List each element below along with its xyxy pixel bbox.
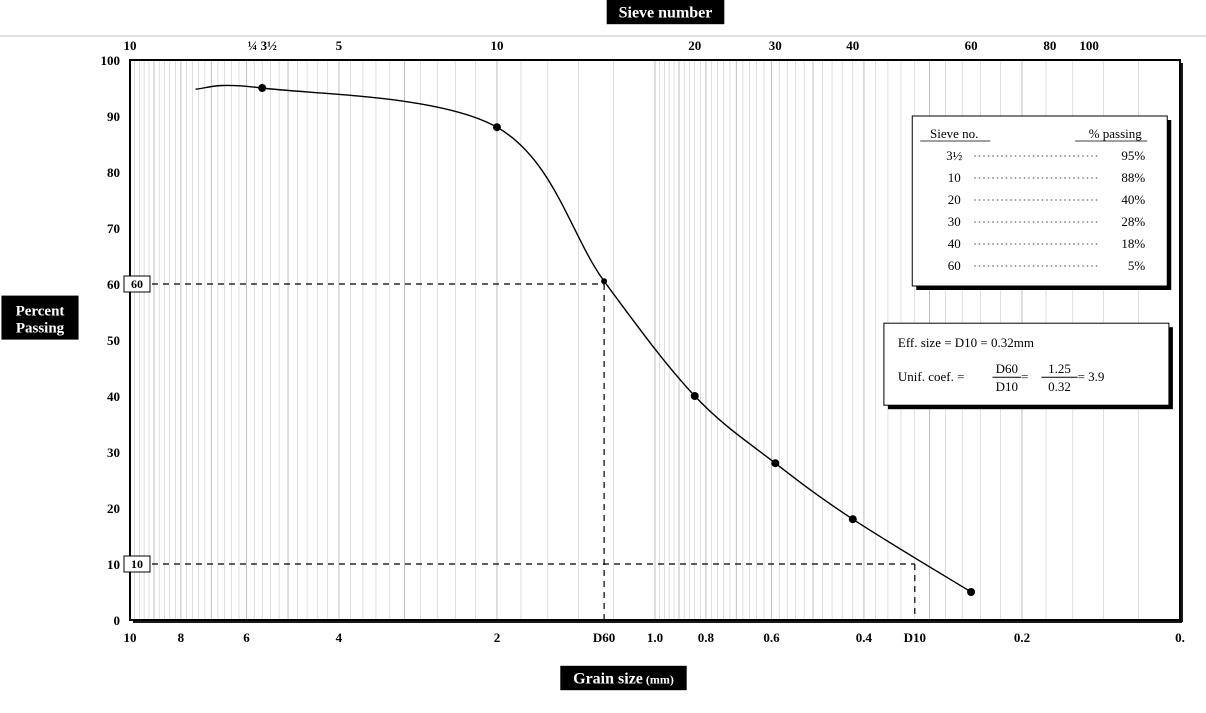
svg-text:1.25: 1.25	[1048, 361, 1071, 376]
svg-text:10: 10	[124, 38, 137, 53]
svg-text:Sieve no.: Sieve no.	[930, 126, 978, 141]
svg-text:80: 80	[1043, 38, 1056, 53]
svg-text:Unif. coef. =: Unif. coef. =	[898, 369, 965, 384]
svg-text:30: 30	[769, 38, 782, 53]
svg-text:D10: D10	[996, 379, 1018, 394]
svg-text:10: 10	[490, 38, 503, 53]
svg-text:D60: D60	[593, 630, 615, 645]
svg-text:=: =	[1021, 369, 1028, 384]
svg-text:2: 2	[494, 630, 501, 645]
chart-root: 01020304050607080901001086421.00.80.60.4…	[0, 0, 1206, 713]
title-top: Sieve number	[607, 0, 725, 24]
svg-text:50: 50	[107, 333, 120, 348]
svg-text:3½: 3½	[946, 148, 963, 163]
svg-text:40: 40	[948, 236, 961, 251]
chart-svg: 01020304050607080901001086421.00.80.60.4…	[0, 0, 1206, 713]
svg-text:40: 40	[107, 389, 120, 404]
svg-text:5: 5	[336, 38, 343, 53]
svg-text:100: 100	[1079, 38, 1099, 53]
svg-text:20: 20	[107, 501, 120, 516]
svg-text:40: 40	[846, 38, 859, 53]
svg-text:5%: 5%	[1128, 258, 1146, 273]
svg-text:Eff. size = D10 = 0.32mm: Eff. size = D10 = 0.32mm	[898, 335, 1034, 350]
svg-text:70: 70	[107, 221, 120, 236]
svg-text:100: 100	[101, 53, 121, 68]
svg-text:88%: 88%	[1121, 170, 1145, 185]
x-axis-bottom: 10 8 6 4 2 1.0 0.8 0.6 0.4 0.2 0.	[124, 630, 1185, 645]
svg-text:60: 60	[965, 38, 978, 53]
svg-text:20: 20	[688, 38, 701, 53]
title-bottom: Grain size (mm)	[560, 666, 686, 690]
svg-text:0.2: 0.2	[1014, 630, 1030, 645]
svg-text:60: 60	[131, 277, 143, 291]
svg-text:95%: 95%	[1121, 148, 1145, 163]
svg-text:6: 6	[243, 630, 250, 645]
data-point	[258, 84, 266, 92]
svg-text:10: 10	[131, 557, 143, 571]
data-point	[691, 392, 699, 400]
data-point	[493, 123, 501, 131]
data-point	[967, 588, 975, 596]
svg-text:0: 0	[114, 613, 121, 628]
svg-text:60: 60	[107, 277, 120, 292]
svg-text:30: 30	[107, 445, 120, 460]
svg-text:= 3.9: = 3.9	[1078, 369, 1105, 384]
svg-text:30: 30	[948, 214, 961, 229]
svg-text:60: 60	[948, 258, 961, 273]
svg-text:80: 80	[107, 165, 120, 180]
svg-text:% passing: % passing	[1089, 126, 1143, 141]
svg-text:0.4: 0.4	[856, 630, 873, 645]
svg-text:Percent: Percent	[16, 304, 65, 320]
svg-text:1.0: 1.0	[647, 630, 663, 645]
svg-text:D60: D60	[996, 361, 1018, 376]
title-left: PercentPassing	[1, 296, 78, 340]
y-axis: 0 10 20 30 40 50 60 70 80 90 100	[101, 53, 121, 628]
svg-text:28%: 28%	[1121, 214, 1145, 229]
svg-text:10: 10	[107, 557, 120, 572]
svg-text:10: 10	[124, 630, 137, 645]
svg-text:40%: 40%	[1121, 192, 1145, 207]
svg-text:90: 90	[107, 109, 120, 124]
svg-text:0.: 0.	[1175, 630, 1185, 645]
svg-text:0.32: 0.32	[1048, 379, 1071, 394]
data-point	[849, 515, 857, 523]
svg-text:10: 10	[948, 170, 961, 185]
data-point	[771, 459, 779, 467]
x-axis-top: 10 ¼ 3½ 5 10 20 30 40 60 80 100	[124, 38, 1099, 53]
svg-text:¼ 3½: ¼ 3½	[248, 38, 278, 53]
svg-text:Grain size (mm): Grain size (mm)	[573, 671, 674, 688]
svg-text:0.6: 0.6	[763, 630, 780, 645]
svg-text:0.8: 0.8	[698, 630, 715, 645]
svg-text:4: 4	[336, 630, 343, 645]
svg-text:Passing: Passing	[16, 321, 65, 337]
svg-text:8: 8	[178, 630, 185, 645]
svg-text:18%: 18%	[1121, 236, 1145, 251]
svg-text:Sieve number: Sieve number	[619, 5, 713, 22]
svg-text:20: 20	[948, 192, 961, 207]
svg-text:D10: D10	[904, 630, 926, 645]
